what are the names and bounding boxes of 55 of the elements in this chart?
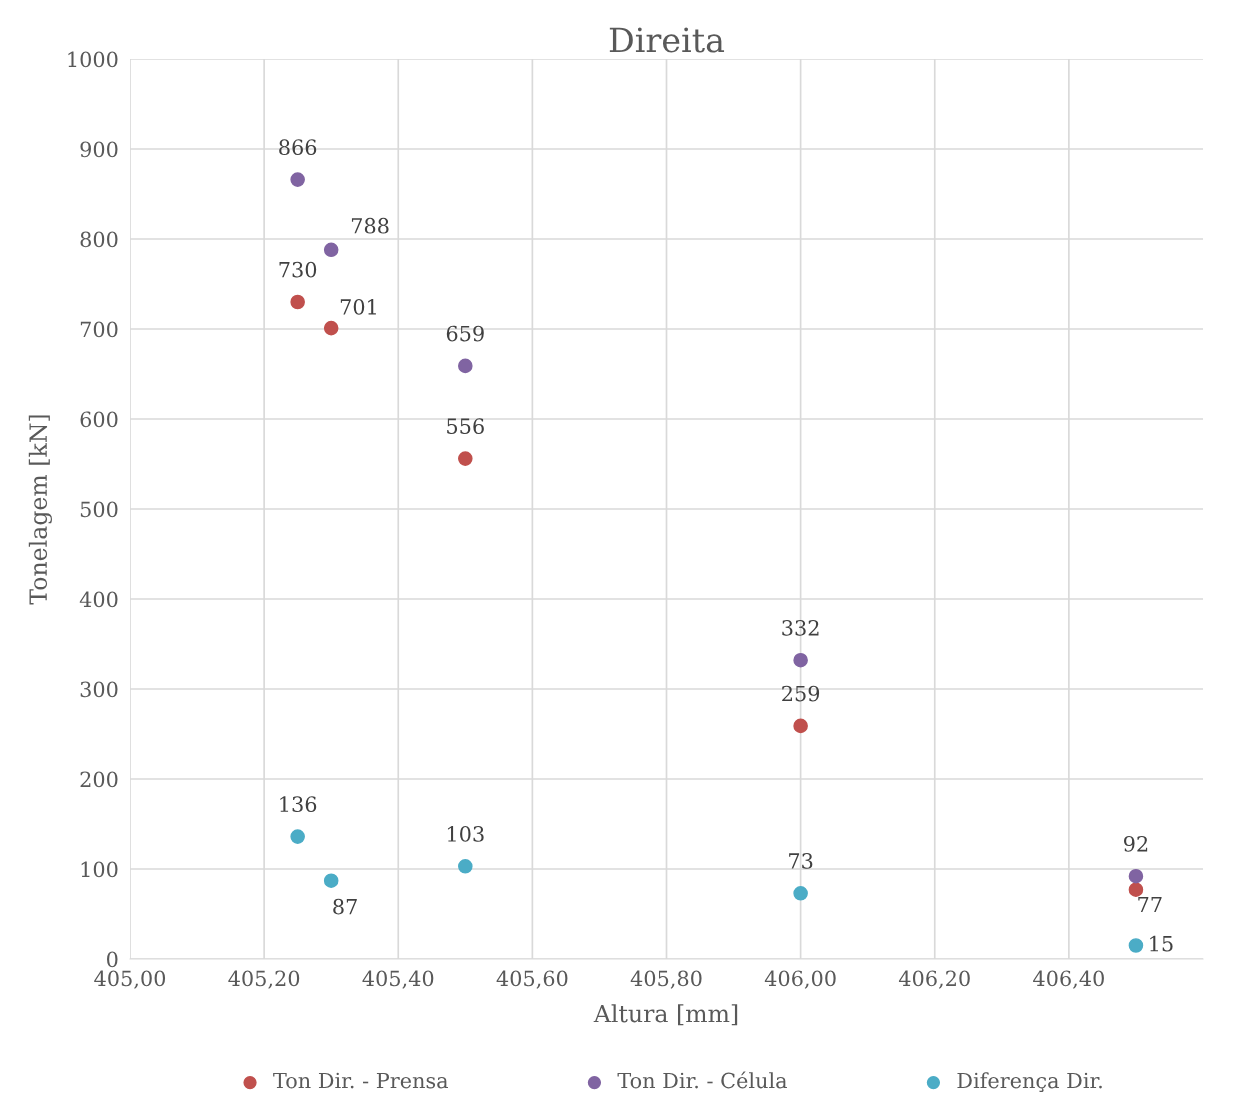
point [290,294,305,310]
point [793,652,808,668]
x-tick-label: 405,40 [362,970,434,989]
x-tick-label: 405,00 [94,970,166,989]
point [793,718,808,734]
y-tick-label: 0 [107,951,118,968]
data-label: 77 [1138,896,1162,913]
point [458,358,473,374]
point [323,242,339,258]
chart-title: Direita [609,27,725,53]
point [1128,868,1144,884]
y-tick-label: 400 [79,591,118,608]
data-label: 332 [782,619,819,636]
data-label: 659 [446,325,484,342]
point [323,320,339,336]
x-axis-title: Altura [mm] [593,1004,738,1026]
point [290,172,305,187]
y-tick-label: 1000 [68,51,118,68]
data-label: 556 [447,418,484,435]
point [323,873,339,888]
y-tick-label: 600 [80,411,118,428]
x-tick-label: 405,60 [496,970,568,989]
x-tick-label: 406,20 [898,970,970,989]
x-tick-label: 406,40 [1033,970,1104,989]
data-label: 103 [447,826,484,842]
y-tick-label: 300 [80,681,118,698]
y-tick-label: 100 [81,861,118,878]
data-label: 866 [279,139,317,156]
data-label: 87 [333,898,357,915]
y-tick-label: 900 [80,141,118,158]
data-label: 136 [280,796,317,813]
data-label: 92 [1123,835,1148,852]
point [458,451,473,466]
data-label: 73 [789,853,813,869]
data-label: 788 [351,217,389,234]
point [1128,882,1144,897]
y-tick-label: 200 [80,771,118,788]
legend-label: Ton Dir. - Prensa [273,1072,448,1089]
legend-label: Diferença Dir. [957,1072,1102,1093]
x-tick-label: 406,00 [764,970,836,989]
point [458,859,473,874]
x-tick-label: 405,20 [228,970,300,989]
data-label: 701 [340,298,376,315]
y-tick-label: 700 [80,321,118,338]
y-tick-label: 500 [80,501,118,518]
data-label: 730 [279,261,317,278]
y-axis-title: Tonelagem [kN] [28,415,52,605]
legend-label: Ton Dir. - Célula [617,1071,787,1089]
point [793,886,808,901]
point [290,829,305,844]
data-label: 15 [1150,935,1173,952]
x-tick-label: 405,80 [630,970,702,989]
data-label: 259 [782,685,820,702]
y-tick-label: 800 [80,231,118,248]
point [1128,938,1144,953]
